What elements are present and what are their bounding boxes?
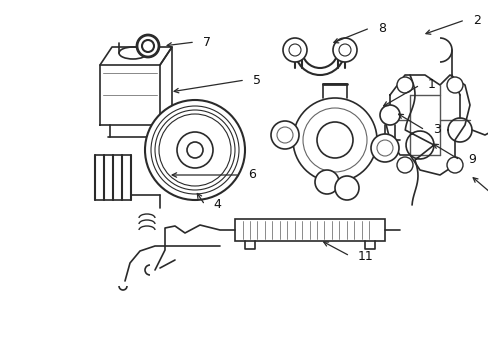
Circle shape	[142, 40, 154, 52]
Text: 11: 11	[357, 249, 373, 262]
Bar	[235, 219, 384, 241]
Circle shape	[314, 170, 338, 194]
Circle shape	[283, 38, 306, 62]
Circle shape	[186, 142, 203, 158]
Circle shape	[270, 121, 298, 149]
Circle shape	[276, 127, 292, 143]
Text: 6: 6	[247, 168, 255, 181]
Circle shape	[332, 38, 356, 62]
Circle shape	[303, 108, 366, 172]
Circle shape	[151, 106, 239, 194]
Text: 4: 4	[213, 198, 221, 211]
Circle shape	[159, 114, 230, 186]
Circle shape	[177, 132, 213, 168]
Circle shape	[396, 77, 412, 93]
Circle shape	[376, 140, 392, 156]
Circle shape	[137, 35, 159, 57]
Circle shape	[446, 77, 462, 93]
Text: 8: 8	[377, 22, 385, 35]
Text: 7: 7	[203, 36, 210, 49]
Circle shape	[370, 134, 398, 162]
Circle shape	[145, 100, 244, 200]
Text: 5: 5	[252, 73, 261, 86]
Circle shape	[316, 122, 352, 158]
Text: 9: 9	[467, 153, 475, 166]
Circle shape	[155, 110, 235, 190]
Text: 3: 3	[432, 123, 440, 136]
Circle shape	[396, 157, 412, 173]
Circle shape	[338, 44, 350, 56]
Circle shape	[446, 157, 462, 173]
Circle shape	[379, 105, 399, 125]
Circle shape	[288, 44, 301, 56]
Text: 1: 1	[427, 78, 435, 91]
Circle shape	[334, 176, 358, 200]
Text: 2: 2	[472, 13, 480, 27]
Circle shape	[292, 98, 376, 182]
